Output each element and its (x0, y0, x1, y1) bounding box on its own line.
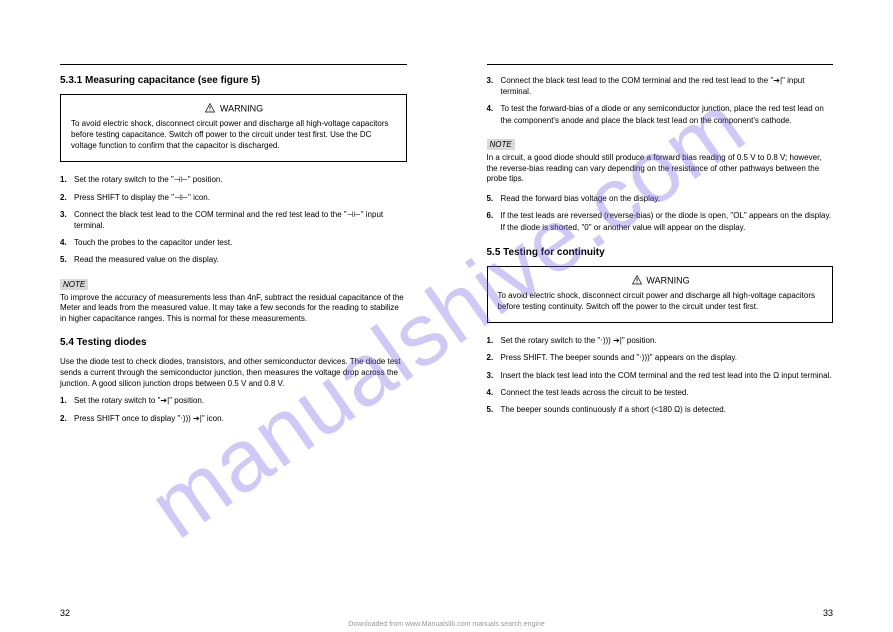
step-text: Connect the black test lead to the COM t… (74, 209, 407, 231)
step-text: To test the forward-bias of a diode or a… (501, 103, 834, 125)
note-label: NOTE (487, 139, 515, 150)
warning-icon (632, 275, 642, 287)
step-text: Connect the black test lead to the COM t… (501, 75, 834, 97)
step-row: 1.Set the rotary switch to the "⋅))) ➔|"… (487, 335, 834, 346)
step-row: 5.Read the forward bias voltage on the d… (487, 193, 834, 204)
step-row: 3.Insert the black test lead into the CO… (487, 370, 834, 381)
step-text: The beeper sounds continuously if a shor… (501, 404, 834, 415)
footer-source: Downloaded from www.Manualslib.com manua… (348, 621, 545, 628)
paragraph: Use the diode test to check diodes, tran… (60, 356, 407, 390)
step-text: Set the rotary switch to "➔|" position. (74, 395, 407, 406)
step-text: Touch the probes to the capacitor under … (74, 237, 407, 248)
step-text: Connect the test leads across the circui… (501, 387, 834, 398)
step-row: 4.To test the forward-bias of a diode or… (487, 103, 834, 125)
step-row: 1.Set the rotary switch to "➔|" position… (60, 395, 407, 406)
page-number-right: 33 (823, 608, 833, 618)
step-text: If the test leads are reversed (reverse-… (501, 210, 834, 232)
note-text: In a circuit, a good diode should still … (487, 153, 834, 185)
step-text: Press SHIFT to display the "⊣⊢" icon. (74, 192, 407, 203)
section-title-continuity: 5.5 Testing for continuity (487, 247, 834, 258)
step-row: 6.If the test leads are reversed (revers… (487, 210, 834, 232)
page-number-left: 32 (60, 608, 70, 618)
note-block: NOTE In a circuit, a good diode should s… (487, 134, 834, 185)
right-column: 3.Connect the black test lead to the COM… (487, 40, 834, 430)
step-row: 1.Set the rotary switch to the "⊣⊢" posi… (60, 174, 407, 185)
section-title-diode: 5.4 Testing diodes (60, 337, 407, 348)
step-text: Read the measured value on the display. (74, 254, 407, 265)
warning-body: To avoid electric shock, disconnect circ… (498, 291, 823, 313)
page-container: 5.3.1 Measuring capacitance (see figure … (0, 0, 893, 460)
section-title-capacitance: 5.3.1 Measuring capacitance (see figure … (60, 75, 407, 86)
warning-box: WARNING To avoid electric shock, disconn… (487, 266, 834, 324)
divider (487, 64, 834, 65)
step-text: Press SHIFT. The beeper sounds and "⋅)))… (501, 352, 834, 363)
warning-label: WARNING (220, 103, 263, 113)
step-text: Read the forward bias voltage on the dis… (501, 193, 834, 204)
step-row: 2.Press SHIFT. The beeper sounds and "⋅)… (487, 352, 834, 363)
step-row: 3.Connect the black test lead to the COM… (487, 75, 834, 97)
step-row: 4.Connect the test leads across the circ… (487, 387, 834, 398)
note-label: NOTE (60, 279, 88, 290)
step-row: 5.Read the measured value on the display… (60, 254, 407, 265)
step-row: 5.The beeper sounds continuously if a sh… (487, 404, 834, 415)
warning-heading: WARNING (71, 103, 396, 115)
left-column: 5.3.1 Measuring capacitance (see figure … (60, 40, 407, 430)
warning-box: WARNING To avoid electric shock, disconn… (60, 94, 407, 162)
step-row: 2.Press SHIFT once to display "⋅))) ➔|" … (60, 413, 407, 424)
step-text: Set the rotary switch to the "⋅))) ➔|" p… (501, 335, 834, 346)
warning-body: To avoid electric shock, disconnect circ… (71, 119, 396, 151)
note-text: To improve the accuracy of measurements … (60, 293, 407, 325)
step-text: Insert the black test lead into the COM … (501, 370, 834, 381)
warning-label: WARNING (646, 275, 689, 285)
step-row: 2.Press SHIFT to display the "⊣⊢" icon. (60, 192, 407, 203)
step-text: Set the rotary switch to the "⊣⊢" positi… (74, 174, 407, 185)
divider (60, 64, 407, 65)
step-row: 4.Touch the probes to the capacitor unde… (60, 237, 407, 248)
warning-icon (205, 103, 215, 115)
note-block: NOTE To improve the accuracy of measurem… (60, 274, 407, 325)
step-text: Press SHIFT once to display "⋅))) ➔|" ic… (74, 413, 407, 424)
warning-heading: WARNING (498, 275, 823, 287)
step-row: 3.Connect the black test lead to the COM… (60, 209, 407, 231)
